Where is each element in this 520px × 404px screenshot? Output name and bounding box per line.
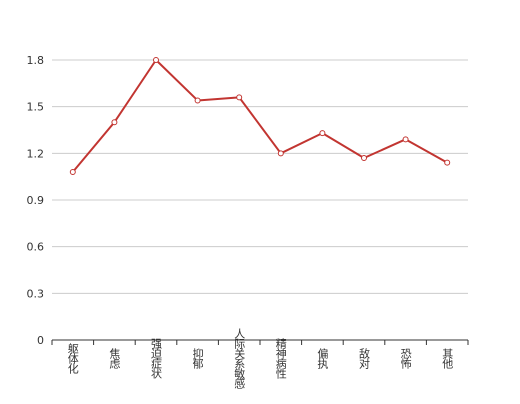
y-tick-label: 0.3	[27, 287, 45, 300]
data-point	[444, 159, 451, 166]
data-point	[111, 119, 118, 126]
y-tick-labels: 0 0.3 0.6 0.9 1.2 1.5 1.8	[27, 54, 45, 347]
data-point	[153, 57, 159, 63]
x-tick-label: 敌对	[358, 347, 371, 369]
y-tick-label: 1.5	[27, 101, 45, 114]
data-point	[194, 97, 201, 104]
x-tick-label: 躯体化	[66, 343, 79, 375]
data-point	[361, 155, 367, 161]
x-tick-label: 恐怖	[399, 348, 412, 369]
series	[69, 57, 451, 175]
y-tick-label: 0	[37, 334, 44, 347]
y-tick-label: 0.6	[27, 241, 45, 254]
x-tick-label: 精神病性	[274, 338, 287, 380]
x-tick-label: 强迫症状	[150, 338, 163, 379]
axes	[51, 339, 469, 345]
data-point	[402, 136, 409, 143]
data-point	[277, 150, 284, 157]
y-tick-label: 1.2	[27, 147, 45, 160]
y-tick-label: 1.8	[27, 54, 45, 67]
data-point	[69, 169, 76, 175]
data-point	[236, 94, 243, 101]
x-tick-label: 人际关系敏感	[233, 328, 246, 389]
x-tick-label: 焦虑	[108, 348, 121, 369]
data-point	[319, 130, 326, 137]
series-line	[72, 59, 448, 173]
y-tick-label: 0.9	[27, 194, 45, 207]
x-tick-label: 抑郁	[191, 347, 204, 369]
gridlines	[52, 59, 468, 294]
x-tick-label: 其他	[441, 348, 454, 369]
x-tick-label: 偏执	[316, 347, 329, 370]
x-tick-labels: 躯体化 焦虑 强迫症状 抑郁 人际关系敏感 精神病性 偏执 敌对 恐怖 其他	[66, 328, 453, 389]
